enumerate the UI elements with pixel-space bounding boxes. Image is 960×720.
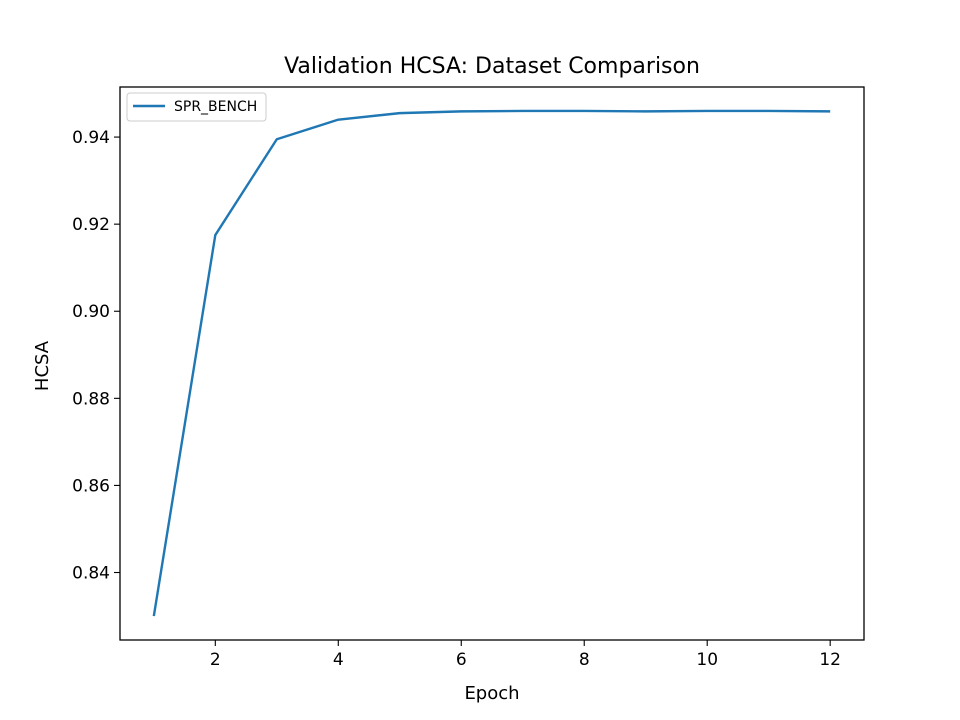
y-tick-label: 0.92: [72, 215, 110, 235]
x-axis-title: Epoch: [464, 683, 519, 704]
legend-box: [126, 92, 267, 122]
y-axis: 0.84 0.86 0.88 0.90 0.92 0.94: [72, 128, 120, 584]
plot-area-frame: [119, 86, 865, 641]
x-axis: 2 4 6 8 10 12: [210, 640, 841, 670]
x-tick-label: 6: [456, 650, 467, 670]
y-tick-label: 0.88: [72, 389, 110, 409]
x-tick-label: 12: [819, 650, 841, 670]
x-tick-label: 4: [333, 650, 344, 670]
x-tick-label: 8: [579, 650, 590, 670]
y-tick-label: 0.86: [72, 476, 110, 496]
series-layer: [152, 109, 831, 617]
y-axis-title: HCSA: [32, 340, 53, 391]
y-tick-label: 0.90: [72, 302, 110, 322]
legend: SPR_BENCH: [126, 92, 267, 122]
x-tick-label: 10: [696, 650, 718, 670]
y-tick-label: 0.94: [72, 128, 110, 148]
y-tick-label: 0.84: [72, 564, 110, 584]
series-line-spr-bench: [152, 109, 831, 617]
chart-title: Validation HCSA: Dataset Comparison: [284, 54, 700, 79]
legend-label-spr-bench: SPR_BENCH: [174, 99, 257, 115]
x-tick-label: 2: [210, 650, 221, 670]
